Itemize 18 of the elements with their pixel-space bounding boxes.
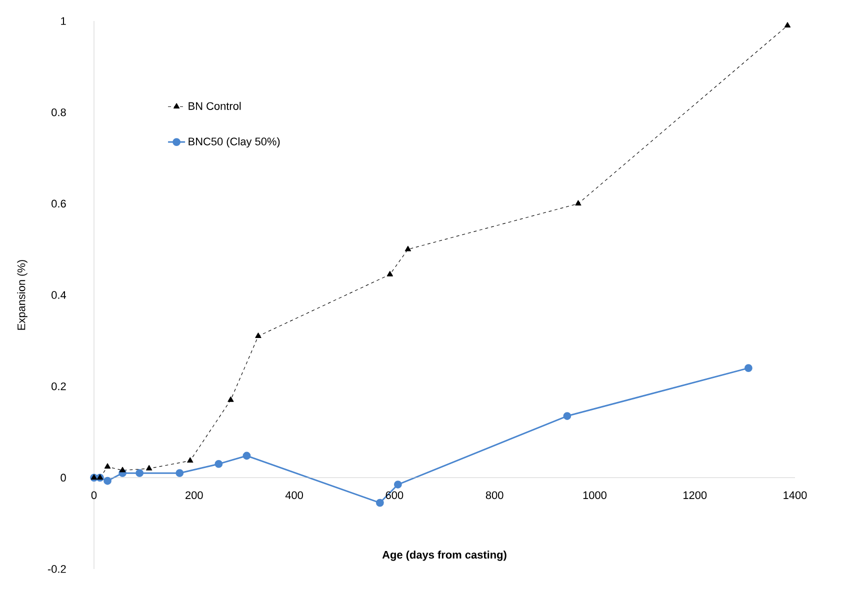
y-tick-label: 0.2	[52, 382, 66, 390]
y-tick-label: 0.6	[52, 200, 66, 208]
x-tick-label: 400	[285, 491, 303, 500]
y-tick-label: 0.8	[52, 108, 66, 116]
x-axis-title: Age (days from casting)	[382, 550, 506, 561]
x-tick-label: 1400	[784, 491, 807, 500]
x-tick-label: 1000	[583, 491, 606, 500]
legend-label: BN Control	[188, 102, 241, 110]
y-tick-label: -0.2	[48, 565, 66, 573]
legend-label: BNC50 (Clay 50%)	[188, 137, 280, 148]
y-axis-title: Expansion (%)	[17, 260, 28, 330]
y-tick-label: 0	[60, 474, 66, 482]
y-tick-label: 0.4	[52, 291, 66, 299]
x-tick-label: 0	[91, 491, 97, 500]
x-tick-label: 800	[486, 491, 504, 500]
x-tick-label: 200	[186, 491, 203, 500]
y-tick-label: 1	[61, 17, 66, 25]
x-tick-label: 1200	[684, 491, 707, 500]
